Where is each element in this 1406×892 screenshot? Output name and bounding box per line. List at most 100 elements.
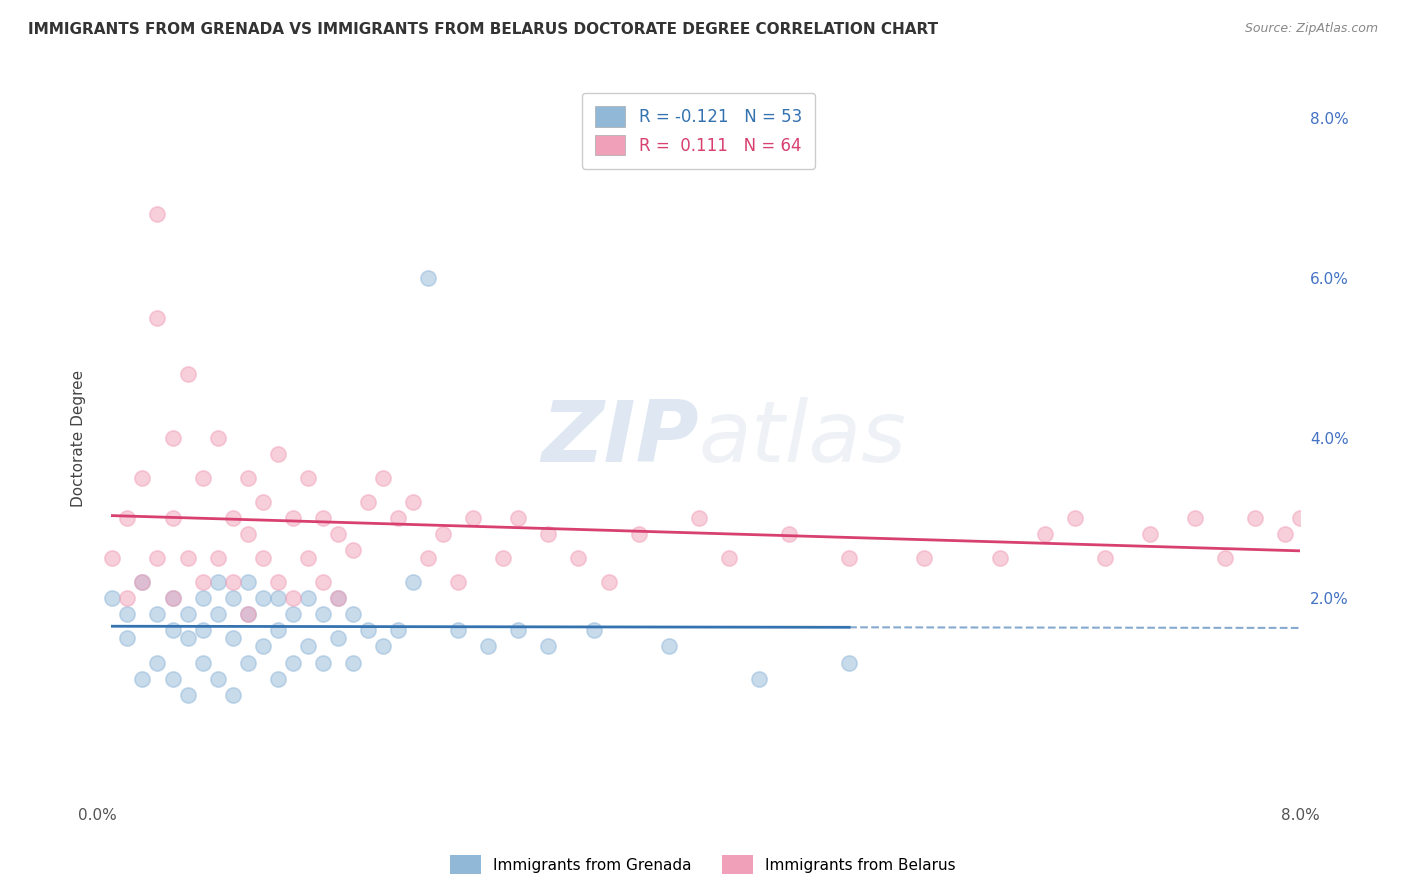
Point [418, 270, 440, 285]
Point [477, 640, 499, 654]
Point [236, 575, 259, 590]
Point [748, 672, 770, 686]
Point [342, 543, 364, 558]
Point [357, 495, 380, 509]
Point [582, 624, 605, 638]
Legend: R = -0.121   N = 53, R =  0.111   N = 64: R = -0.121 N = 53, R = 0.111 N = 64 [582, 93, 815, 169]
Point [778, 527, 800, 541]
Point [326, 591, 349, 606]
Point [537, 640, 560, 654]
Point [207, 607, 229, 622]
Point [492, 551, 515, 566]
Point [387, 511, 409, 525]
Point [236, 656, 259, 670]
Point [207, 551, 229, 566]
Point [988, 551, 1011, 566]
Point [221, 688, 243, 702]
Point [281, 656, 304, 670]
Text: IMMIGRANTS FROM GRENADA VS IMMIGRANTS FROM BELARUS DOCTORATE DEGREE CORRELATION : IMMIGRANTS FROM GRENADA VS IMMIGRANTS FR… [28, 22, 938, 37]
Point [267, 591, 290, 606]
Point [281, 511, 304, 525]
Point [131, 672, 153, 686]
Point [567, 551, 589, 566]
Point [146, 656, 169, 670]
Point [1213, 551, 1236, 566]
Point [508, 624, 530, 638]
Point [191, 471, 214, 485]
Point [326, 632, 349, 646]
Point [267, 447, 290, 461]
Point [252, 495, 274, 509]
Point [312, 607, 335, 622]
Point [402, 575, 425, 590]
Point [312, 656, 335, 670]
Point [447, 624, 470, 638]
Point [371, 640, 394, 654]
Point [252, 640, 274, 654]
Point [312, 575, 335, 590]
Point [162, 431, 184, 445]
Point [146, 207, 169, 221]
Point [717, 551, 740, 566]
Point [191, 624, 214, 638]
Point [117, 607, 139, 622]
Point [146, 551, 169, 566]
Point [101, 591, 124, 606]
Point [297, 551, 319, 566]
Point [176, 367, 198, 381]
Point [688, 511, 710, 525]
Point [357, 624, 380, 638]
Point [838, 551, 860, 566]
Point [236, 607, 259, 622]
Point [1289, 511, 1312, 525]
Point [221, 575, 243, 590]
Point [207, 575, 229, 590]
Point [236, 471, 259, 485]
Point [176, 551, 198, 566]
Y-axis label: Doctorate Degree: Doctorate Degree [72, 369, 86, 507]
Legend: Immigrants from Grenada, Immigrants from Belarus: Immigrants from Grenada, Immigrants from… [444, 849, 962, 880]
Point [342, 607, 364, 622]
Point [191, 575, 214, 590]
Point [1033, 527, 1056, 541]
Point [463, 511, 485, 525]
Point [537, 527, 560, 541]
Point [598, 575, 620, 590]
Point [418, 551, 440, 566]
Text: ZIP: ZIP [541, 397, 699, 480]
Point [326, 591, 349, 606]
Point [281, 607, 304, 622]
Point [117, 632, 139, 646]
Point [297, 471, 319, 485]
Point [236, 607, 259, 622]
Point [146, 310, 169, 325]
Point [162, 591, 184, 606]
Point [131, 575, 153, 590]
Point [1244, 511, 1267, 525]
Point [1094, 551, 1116, 566]
Point [912, 551, 935, 566]
Point [402, 495, 425, 509]
Point [658, 640, 681, 654]
Point [221, 511, 243, 525]
Point [162, 672, 184, 686]
Point [297, 640, 319, 654]
Point [117, 591, 139, 606]
Point [162, 511, 184, 525]
Point [387, 624, 409, 638]
Point [176, 607, 198, 622]
Point [281, 591, 304, 606]
Point [508, 511, 530, 525]
Point [326, 527, 349, 541]
Point [131, 575, 153, 590]
Text: Source: ZipAtlas.com: Source: ZipAtlas.com [1244, 22, 1378, 36]
Point [447, 575, 470, 590]
Point [176, 688, 198, 702]
Point [207, 672, 229, 686]
Text: atlas: atlas [699, 397, 907, 480]
Point [1184, 511, 1206, 525]
Point [342, 656, 364, 670]
Point [267, 575, 290, 590]
Point [191, 656, 214, 670]
Point [838, 656, 860, 670]
